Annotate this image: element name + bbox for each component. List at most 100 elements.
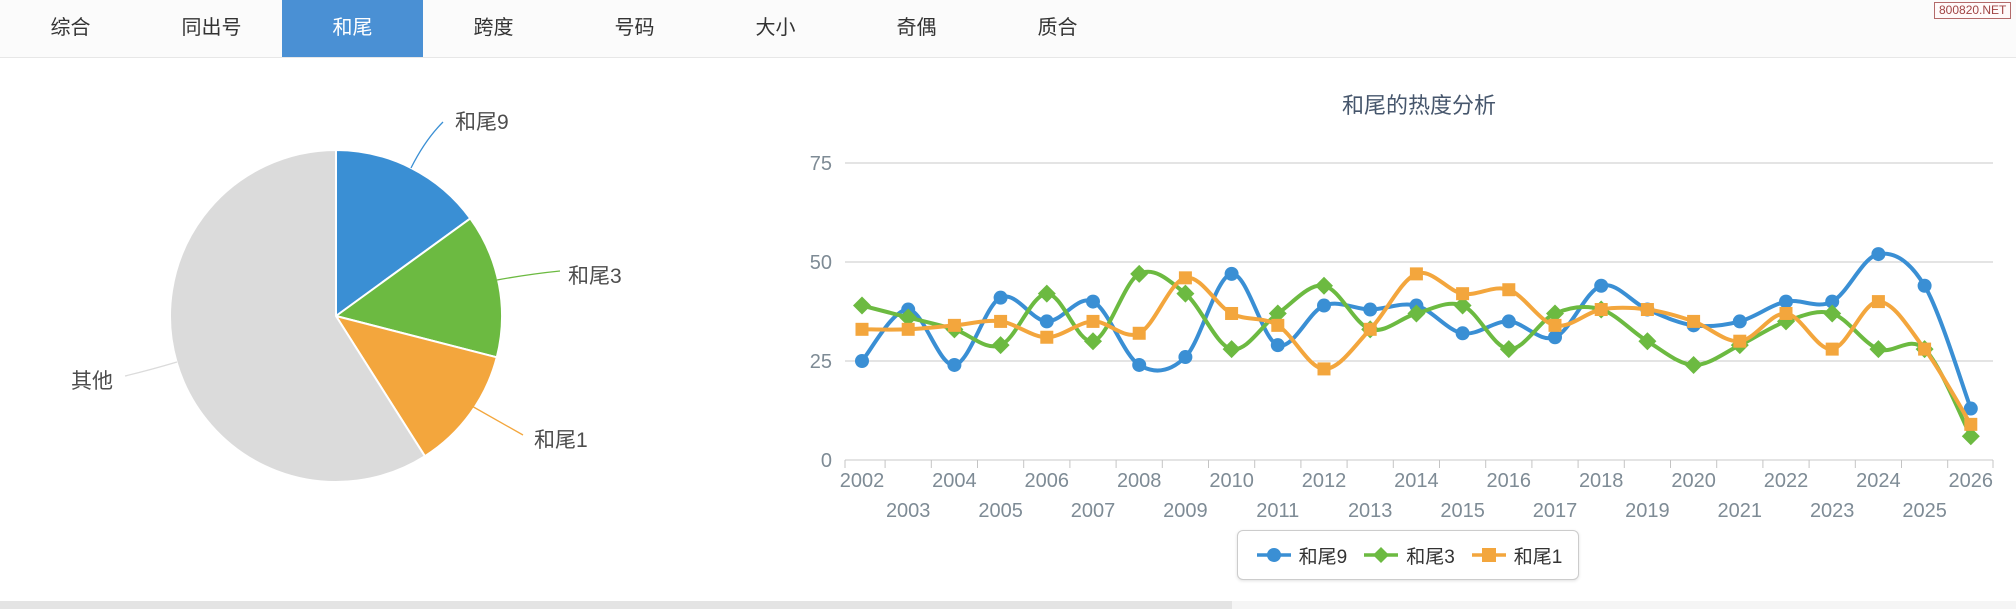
data-point-和尾9[interactable]: [1270, 338, 1285, 353]
data-point-和尾9[interactable]: [1548, 330, 1562, 345]
data-point-和尾1[interactable]: [1363, 322, 1377, 336]
data-point-和尾1[interactable]: [994, 314, 1008, 328]
data-point-和尾1[interactable]: [1502, 283, 1516, 297]
data-point-和尾1[interactable]: [1040, 330, 1054, 344]
data-point-和尾1[interactable]: [1687, 314, 1701, 328]
x-axis-label: 2002: [840, 470, 885, 492]
data-point-和尾1[interactable]: [855, 322, 869, 336]
tab-zhihe[interactable]: 质合: [1037, 17, 1078, 39]
x-axis-label: 2018: [1579, 470, 1624, 492]
data-point-和尾9[interactable]: [1317, 298, 1331, 313]
data-point-和尾1[interactable]: [1456, 287, 1470, 301]
tab-zonghe[interactable]: 综合: [50, 17, 91, 39]
data-point-和尾3[interactable]: [1499, 340, 1518, 359]
pie-slice-2[interactable]: [335, 315, 498, 458]
data-point-和尾1[interactable]: [1779, 306, 1793, 320]
data-point-和尾3[interactable]: [1037, 284, 1056, 303]
data-point-和尾9[interactable]: [1132, 357, 1147, 372]
data-point-和尾3[interactable]: [899, 308, 918, 327]
data-point-和尾3[interactable]: [1268, 304, 1287, 323]
data-point-和尾3[interactable]: [1823, 304, 1842, 323]
data-point-和尾9[interactable]: [1455, 326, 1470, 341]
data-point-和尾3[interactable]: [1453, 296, 1472, 315]
data-point-和尾1[interactable]: [1594, 303, 1608, 317]
data-point-和尾1[interactable]: [1225, 306, 1239, 320]
pie-slice-1[interactable]: [335, 217, 504, 359]
x-axis-label: 2007: [1071, 500, 1116, 522]
data-point-和尾9[interactable]: [1963, 401, 1978, 416]
data-point-和尾1[interactable]: [1086, 314, 1100, 328]
data-point-和尾3[interactable]: [853, 296, 871, 315]
x-axis-label: 2015: [1440, 500, 1485, 522]
tab-tongchuhao[interactable]: 同出号: [181, 17, 242, 39]
tab-kuadu[interactable]: 跨度: [473, 17, 514, 39]
x-axis-label: 2023: [1810, 500, 1855, 522]
data-point-和尾1[interactable]: [1918, 342, 1932, 356]
x-axis-label: 2004: [932, 470, 977, 492]
legend-item-hewei3[interactable]: 和尾3: [1361, 542, 1455, 569]
data-point-和尾1[interactable]: [1317, 362, 1331, 376]
data-point-和尾9[interactable]: [1917, 278, 1932, 293]
data-point-和尾9[interactable]: [1363, 302, 1378, 317]
data-point-和尾9[interactable]: [1224, 266, 1239, 281]
data-point-和尾9[interactable]: [1732, 314, 1747, 329]
data-point-和尾1[interactable]: [1271, 318, 1285, 332]
x-axis-label: 2008: [1117, 470, 1162, 492]
y-axis-label: 25: [810, 351, 832, 373]
data-point-和尾3[interactable]: [1684, 355, 1703, 374]
data-point-和尾1[interactable]: [1178, 271, 1192, 285]
data-point-和尾1[interactable]: [1964, 417, 1978, 431]
data-point-和尾9[interactable]: [855, 354, 869, 368]
tab-daxiao[interactable]: 大小: [755, 17, 796, 39]
pie-leader-line: [124, 361, 178, 377]
x-axis-label: 2020: [1671, 470, 1716, 492]
tab-haoma[interactable]: 号码: [614, 17, 655, 39]
data-point-和尾3[interactable]: [1084, 332, 1102, 351]
data-point-和尾3[interactable]: [1961, 427, 1980, 446]
data-point-和尾1[interactable]: [947, 318, 961, 332]
legend-item-hewei9[interactable]: 和尾9: [1254, 542, 1347, 569]
data-point-和尾1[interactable]: [1733, 334, 1747, 348]
data-point-和尾1[interactable]: [1548, 318, 1562, 332]
pie-leader-line: [410, 121, 444, 169]
data-point-和尾9[interactable]: [1086, 294, 1100, 309]
data-point-和尾1[interactable]: [901, 322, 915, 336]
data-point-和尾3[interactable]: [1869, 340, 1888, 359]
data-point-和尾3[interactable]: [1546, 304, 1564, 323]
x-axis-label: 2021: [1718, 500, 1763, 522]
line-chart: 0 25 50 75 2002 2003 2004 2005 2006 2007 2008 2009 2…: [780, 60, 2016, 609]
data-point-和尾3[interactable]: [1315, 276, 1333, 295]
data-point-和尾9[interactable]: [1594, 278, 1609, 293]
pie-leader-line: [496, 270, 561, 281]
data-point-和尾3[interactable]: [1176, 284, 1195, 303]
y-axis-label: 75: [810, 153, 832, 175]
data-point-和尾1[interactable]: [1825, 342, 1839, 356]
data-point-和尾9[interactable]: [1779, 294, 1793, 309]
tab-bar: 综合 同出号 和尾 跨度 号码 大小 奇偶 质合: [0, 0, 2016, 58]
tab-hewei[interactable]: 和尾: [282, 0, 423, 57]
data-point-和尾3[interactable]: [1407, 304, 1426, 323]
legend-item-hewei1[interactable]: 和尾1: [1469, 542, 1562, 569]
data-point-和尾9[interactable]: [1501, 314, 1516, 329]
data-point-和尾3[interactable]: [991, 336, 1010, 355]
data-point-和尾9[interactable]: [993, 290, 1008, 305]
x-axis-label: 2024: [1856, 470, 1901, 492]
data-point-和尾1[interactable]: [1640, 303, 1654, 317]
data-point-和尾3[interactable]: [1222, 340, 1241, 359]
tab-jiou[interactable]: 奇偶: [896, 17, 937, 39]
data-point-和尾1[interactable]: [1409, 267, 1423, 281]
data-point-和尾9[interactable]: [1871, 247, 1886, 262]
pie-chart: 和尾9 和尾3 和尾1 其他: [0, 60, 780, 609]
data-point-和尾9[interactable]: [1825, 294, 1840, 309]
data-point-和尾9[interactable]: [947, 357, 962, 372]
data-point-和尾9[interactable]: [1039, 314, 1054, 329]
data-point-和尾1[interactable]: [1871, 295, 1885, 309]
data-point-和尾1[interactable]: [1132, 326, 1146, 340]
horizontal-scrollbar[interactable]: [0, 601, 2016, 609]
data-point-和尾9[interactable]: [1178, 350, 1193, 365]
data-point-和尾3[interactable]: [1130, 264, 1149, 283]
data-point-和尾3[interactable]: [1638, 332, 1657, 351]
scrollbar-thumb[interactable]: [0, 601, 1232, 609]
x-axis-label: 2006: [1025, 470, 1070, 492]
pie-label: 和尾9: [455, 111, 509, 134]
